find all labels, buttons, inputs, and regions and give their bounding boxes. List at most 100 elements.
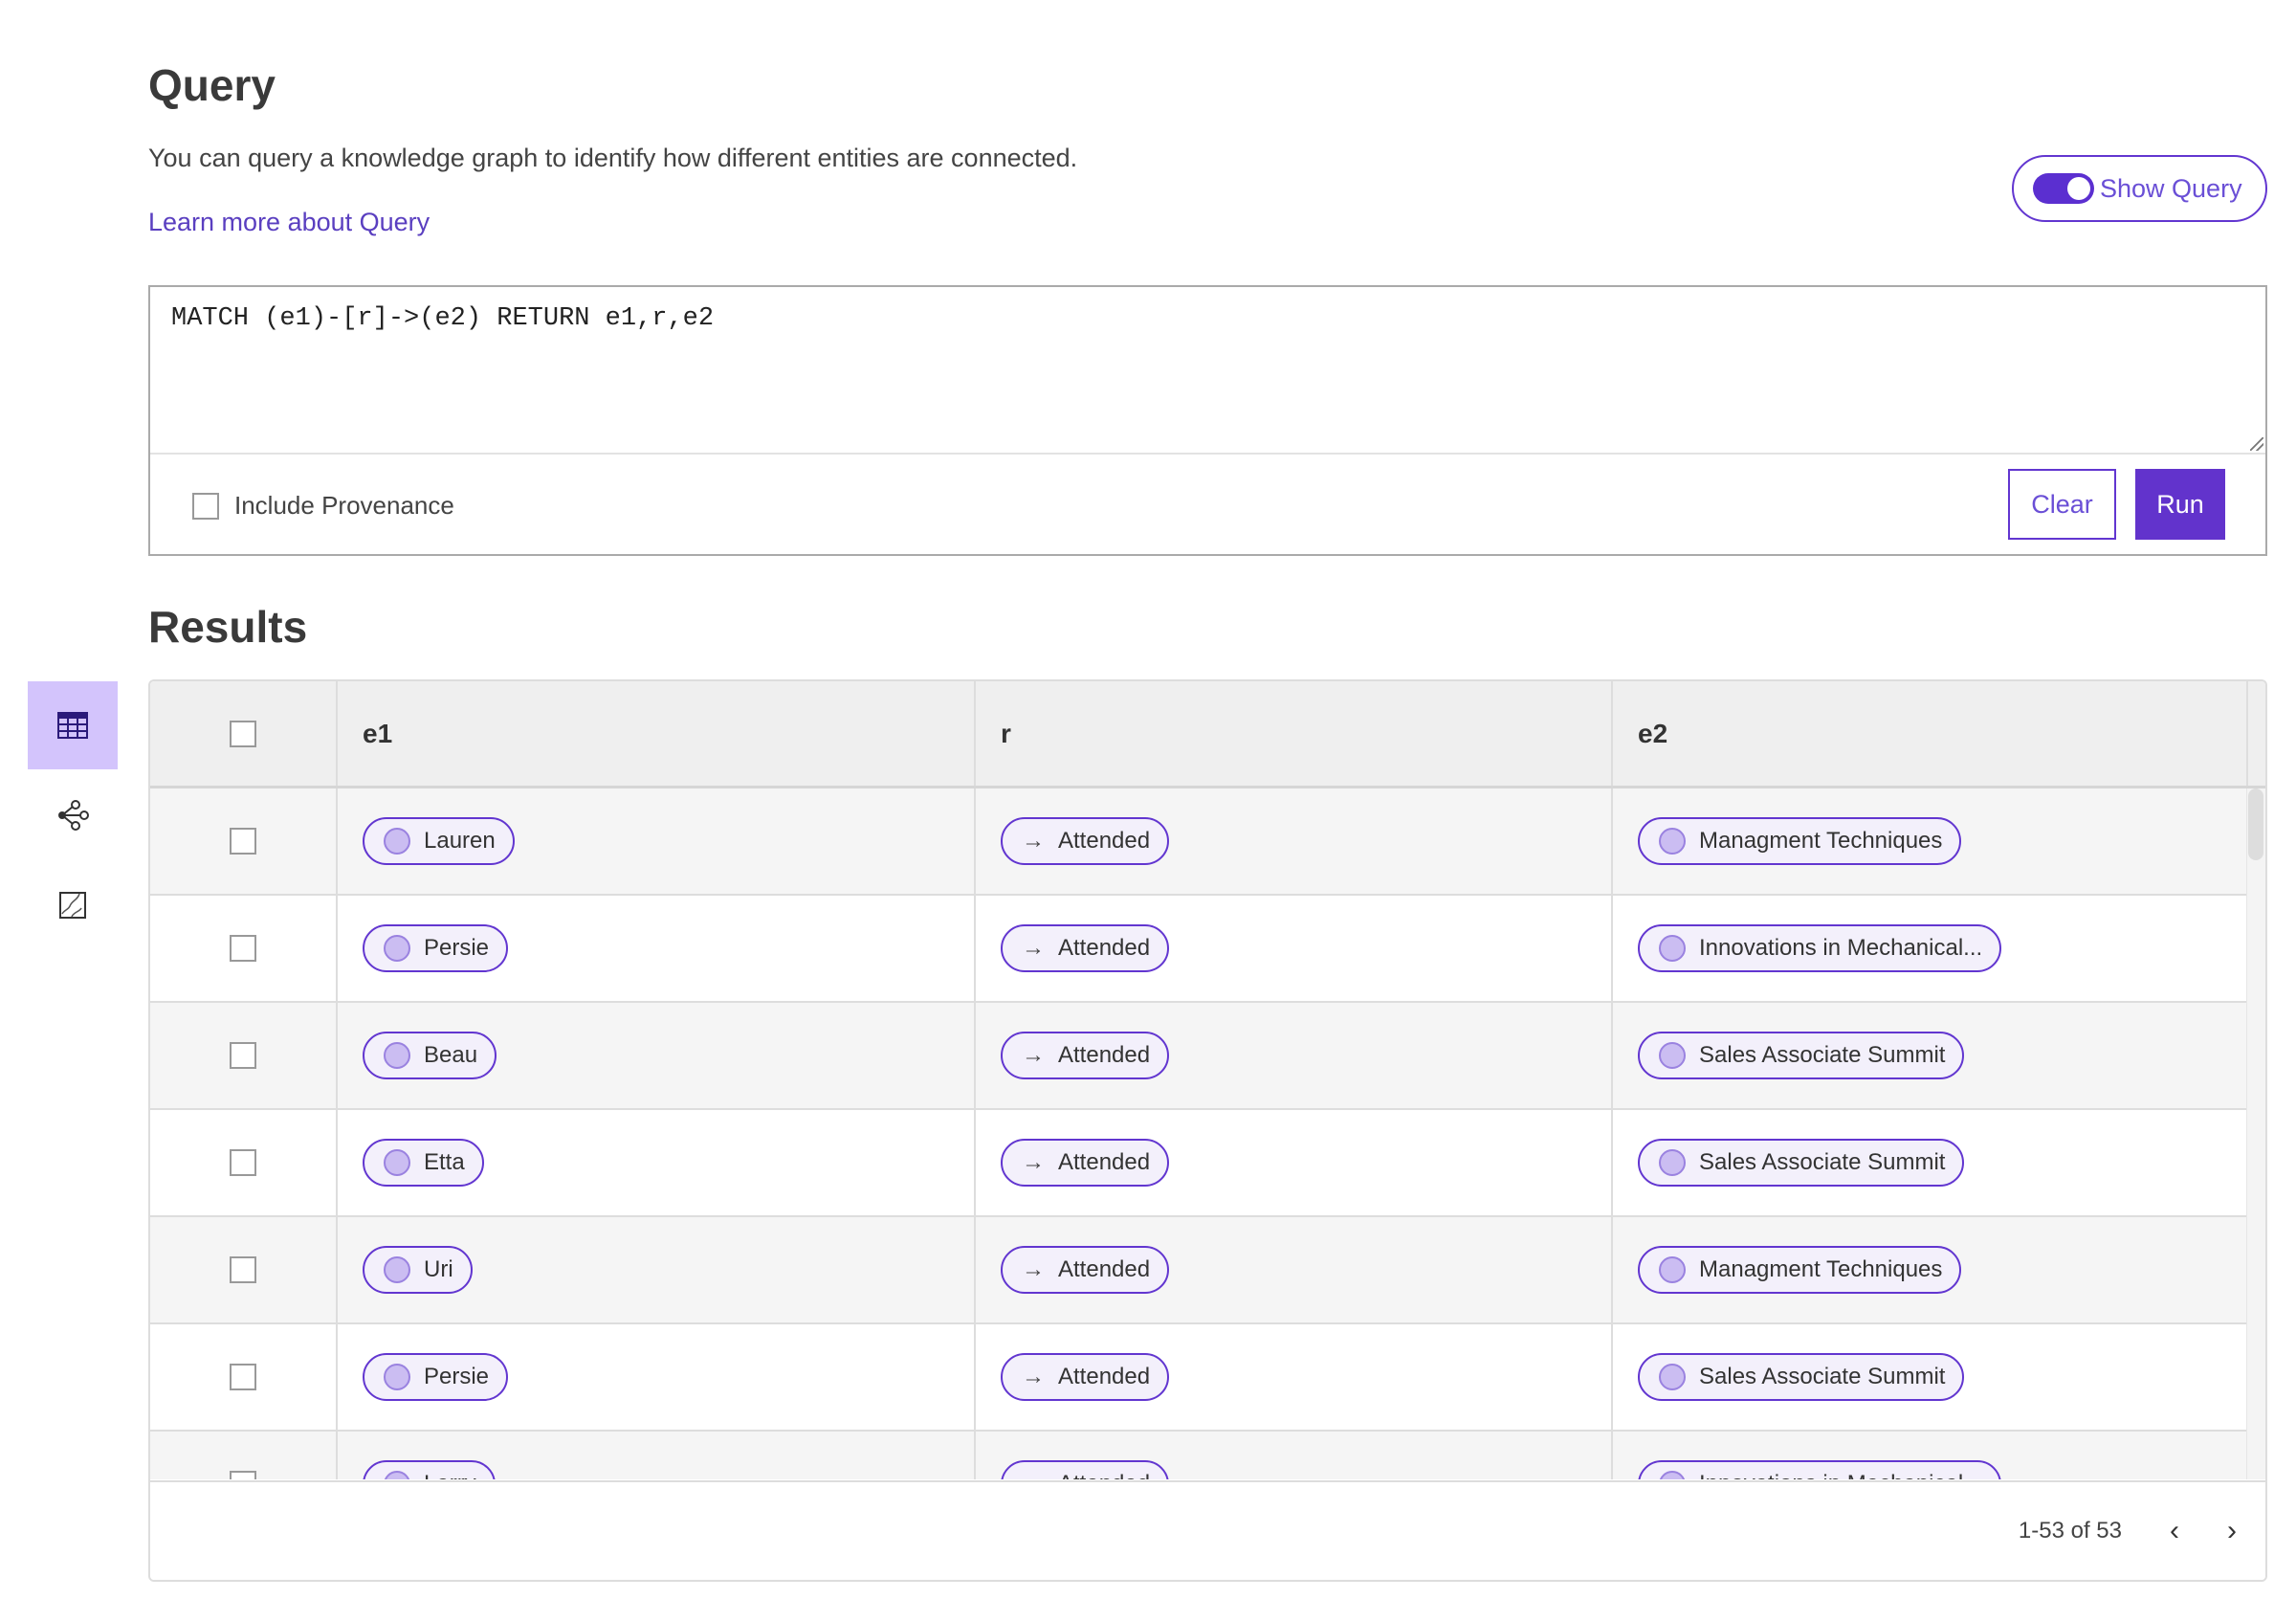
- relation-chip[interactable]: → Attended: [1001, 1139, 1170, 1187]
- arrow-right-icon: →: [1022, 1042, 1045, 1068]
- table-row[interactable]: Larry → Attended Innovations in Mechanica…: [150, 1432, 2265, 1479]
- row-checkbox[interactable]: [230, 828, 256, 855]
- entity-label: Etta: [424, 1149, 465, 1175]
- entity-label: Beau: [424, 1042, 478, 1068]
- relation-chip[interactable]: → Attended: [1001, 1460, 1170, 1479]
- table-row[interactable]: Beau → Attended Sales Associate Summit: [150, 1003, 2265, 1110]
- entity-icon: [1659, 935, 1686, 962]
- entity-chip[interactable]: Beau: [363, 1032, 497, 1079]
- relation-chip[interactable]: → Attended: [1001, 1032, 1170, 1079]
- column-header-e1[interactable]: e1: [363, 718, 393, 748]
- relation-label: Attended: [1058, 1471, 1150, 1479]
- table-row[interactable]: Etta → Attended Sales Associate Summit: [150, 1110, 2265, 1217]
- relation-chip[interactable]: → Attended: [1001, 1246, 1170, 1294]
- arrow-right-icon: →: [1022, 1149, 1045, 1175]
- query-input[interactable]: MATCH (e1)-[r]->(e2) RETURN e1,r,e2: [150, 287, 2265, 455]
- row-checkbox[interactable]: [230, 1471, 256, 1479]
- entity-chip[interactable]: Persie: [363, 924, 509, 972]
- column-header-r[interactable]: r: [1001, 718, 1011, 748]
- entity-label: Persie: [424, 1364, 490, 1389]
- include-provenance-checkbox[interactable]: [192, 492, 219, 520]
- entity-icon: [384, 1364, 410, 1390]
- relation-label: Attended: [1058, 1042, 1151, 1068]
- entity-icon: [1659, 1471, 1686, 1479]
- arrow-right-icon: →: [1022, 1364, 1045, 1389]
- entity-chip[interactable]: Etta: [363, 1139, 484, 1187]
- entity-label: Larry: [424, 1471, 476, 1479]
- run-button[interactable]: Run: [2135, 469, 2225, 540]
- relation-chip[interactable]: → Attended: [1001, 924, 1170, 972]
- page-title: Query: [148, 60, 276, 110]
- query-text: MATCH (e1)-[r]->(e2) RETURN e1,r,e2: [171, 304, 715, 333]
- entity-label: Persie: [424, 935, 490, 961]
- graph-icon: [58, 800, 89, 831]
- include-provenance[interactable]: Include Provenance: [192, 491, 454, 521]
- entity-chip[interactable]: Persie: [363, 1353, 509, 1401]
- table-row[interactable]: Persie → Attended Innovations in Mechanic…: [150, 896, 2265, 1003]
- entity-icon: [1659, 1149, 1686, 1176]
- table-row[interactable]: Lauren → Attended Managment Techniques: [150, 788, 2265, 896]
- map-view-button[interactable]: [28, 861, 118, 949]
- graph-view-button[interactable]: [28, 771, 118, 859]
- row-checkbox[interactable]: [230, 1149, 256, 1176]
- entity-chip[interactable]: Larry: [363, 1460, 496, 1479]
- scrollbar-thumb[interactable]: [2248, 788, 2263, 860]
- entity-label: Sales Associate Summit: [1699, 1149, 1946, 1175]
- show-query-toggle[interactable]: Show Query: [2012, 155, 2267, 222]
- entity-chip[interactable]: Sales Associate Summit: [1638, 1032, 1965, 1079]
- clear-button[interactable]: Clear: [2008, 469, 2116, 540]
- row-checkbox[interactable]: [230, 935, 256, 962]
- relation-chip[interactable]: → Attended: [1001, 817, 1170, 865]
- table-header: e1 r e2: [150, 681, 2265, 788]
- entity-chip[interactable]: Innovations in Mechanical...: [1638, 1460, 2002, 1479]
- relation-chip[interactable]: → Attended: [1001, 1353, 1170, 1401]
- row-checkbox[interactable]: [230, 1042, 256, 1069]
- row-checkbox[interactable]: [230, 1256, 256, 1283]
- relation-label: Attended: [1058, 1256, 1151, 1282]
- entity-chip[interactable]: Managment Techniques: [1638, 1246, 1962, 1294]
- arrow-right-icon: →: [1022, 828, 1045, 854]
- entity-chip[interactable]: Sales Associate Summit: [1638, 1139, 1965, 1187]
- map-icon: [59, 892, 86, 919]
- table-footer: 1-53 of 53 ‹ ›: [150, 1480, 2265, 1580]
- results-title: Results: [148, 602, 308, 652]
- table-row[interactable]: Persie → Attended Sales Associate Summit: [150, 1324, 2265, 1432]
- entity-chip[interactable]: Innovations in Mechanical...: [1638, 924, 2002, 972]
- relation-label: Attended: [1058, 935, 1151, 961]
- show-query-label: Show Query: [2100, 173, 2242, 203]
- entity-icon: [384, 828, 410, 855]
- pagination-count: 1-53 of 53: [2018, 1518, 2122, 1543]
- include-provenance-label: Include Provenance: [234, 491, 454, 520]
- relation-label: Attended: [1058, 828, 1151, 854]
- entity-chip[interactable]: Sales Associate Summit: [1638, 1353, 1965, 1401]
- toggle-switch[interactable]: [2033, 173, 2094, 204]
- arrow-right-icon: →: [1022, 1256, 1045, 1282]
- entity-icon: [384, 935, 410, 962]
- next-page-button[interactable]: ›: [2227, 1515, 2237, 1546]
- entity-label: Innovations in Mechanical...: [1699, 1471, 1982, 1479]
- entity-label: Lauren: [424, 828, 496, 854]
- select-all-checkbox[interactable]: [230, 720, 256, 747]
- entity-label: Managment Techniques: [1699, 828, 1943, 854]
- column-header-e2[interactable]: e2: [1638, 718, 1668, 748]
- entity-label: Sales Associate Summit: [1699, 1042, 1946, 1068]
- table-row[interactable]: Uri → Attended Managment Techniques: [150, 1217, 2265, 1324]
- entity-icon: [1659, 1364, 1686, 1390]
- entity-icon: [384, 1256, 410, 1283]
- table-icon: [57, 712, 88, 739]
- table-view-button[interactable]: [28, 681, 118, 769]
- row-checkbox[interactable]: [230, 1364, 256, 1390]
- entity-chip[interactable]: Lauren: [363, 817, 515, 865]
- page-description: You can query a knowledge graph to ident…: [148, 144, 1078, 172]
- table-body: Lauren → Attended Managment Techniques Pe…: [150, 788, 2265, 1479]
- entity-icon: [384, 1042, 410, 1069]
- arrow-right-icon: →: [1022, 1471, 1045, 1479]
- entity-chip[interactable]: Managment Techniques: [1638, 817, 1962, 865]
- learn-more-link[interactable]: Learn more about Query: [148, 208, 430, 236]
- resize-handle[interactable]: [2250, 437, 2263, 451]
- prev-page-button[interactable]: ‹: [2170, 1515, 2179, 1546]
- entity-icon: [384, 1149, 410, 1176]
- entity-chip[interactable]: Uri: [363, 1246, 473, 1294]
- entity-label: Innovations in Mechanical...: [1699, 935, 1983, 961]
- table-scrollbar[interactable]: [2246, 788, 2265, 1479]
